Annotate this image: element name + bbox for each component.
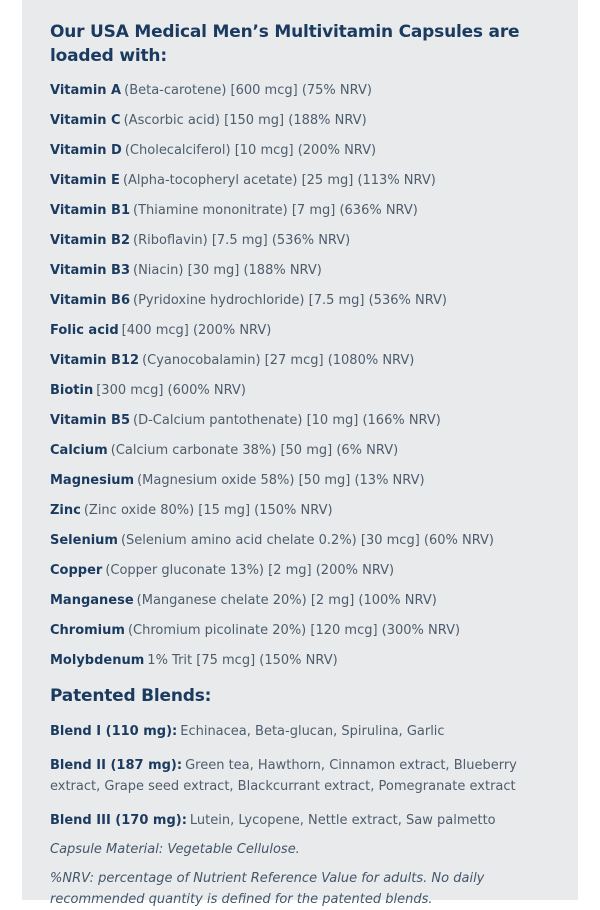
ingredient-name: Vitamin B12 (50, 353, 140, 368)
ingredient-row: Vitamin B5 (D-Calcium pantothenate) [10 m… (50, 414, 552, 428)
ingredient-details: (Beta-carotene) [600 mcg] (75% NRV) (124, 83, 372, 98)
ingredient-details: (Thiamine mononitrate) [7 mg] (636% NRV) (133, 203, 418, 218)
ingredient-name: Vitamin B3 (50, 263, 131, 278)
ingredient-details: [400 mcg] (200% NRV) (121, 323, 272, 338)
ingredient-details: (D-Calcium pantothenate) [10 mg] (166% N… (133, 413, 441, 428)
ingredient-name: Calcium (50, 443, 108, 458)
ingredient-row: Vitamin B2 (Riboflavin) [7.5 mg] (536% NR… (50, 234, 552, 248)
blends-list: Blend I (110 mg): Echinacea, Beta-glucan,… (50, 721, 552, 831)
ingredient-details: (Manganese chelate 20%) [2 mg] (100% NRV… (136, 593, 437, 608)
ingredient-details: 1% Trit [75 mcg] (150% NRV) (147, 653, 338, 668)
ingredient-details: (Pyridoxine hydrochloride) [7.5 mg] (536… (133, 293, 447, 308)
ingredient-row: Folic acid [400 mcg] (200% NRV) (50, 324, 552, 338)
ingredient-name: Manganese (50, 593, 134, 608)
ingredient-details: (Copper gluconate 13%) [2 mg] (200% NRV) (105, 563, 395, 578)
ingredient-name: Vitamin C (50, 113, 121, 128)
ingredient-row: Vitamin E (Alpha-tocopheryl acetate) [25 … (50, 174, 552, 188)
ingredient-name: Magnesium (50, 473, 135, 488)
ingredient-row: Manganese (Manganese chelate 20%) [2 mg] … (50, 594, 552, 608)
ingredient-details: (Ascorbic acid) [150 mg] (188% NRV) (123, 113, 367, 128)
blend-details: Lutein, Lycopene, Nettle extract, Saw pa… (189, 813, 496, 828)
ingredient-details: [300 mcg] (600% NRV) (96, 383, 246, 398)
ingredient-name: Biotin (50, 383, 94, 398)
ingredient-name: Molybdenum (50, 653, 145, 668)
ingredient-details: (Chromium picolinate 20%) [120 mcg] (300… (127, 623, 461, 638)
ingredient-details: (Alpha-tocopheryl acetate) [25 mg] (113%… (122, 173, 436, 188)
ingredient-details: (Selenium amino acid chelate 0.2%) [30 m… (120, 533, 495, 548)
ingredient-row: Vitamin B6 (Pyridoxine hydrochloride) [7.… (50, 294, 552, 308)
ingredient-row: Vitamin A (Beta-carotene) [600 mcg] (75% … (50, 84, 552, 98)
ingredient-row: Vitamin B1 (Thiamine mononitrate) [7 mg] … (50, 204, 552, 218)
ingredient-name: Vitamin A (50, 83, 122, 98)
ingredient-name: Vitamin B2 (50, 233, 131, 248)
ingredient-name: Vitamin B5 (50, 413, 131, 428)
patented-blends-heading: Patented Blends: (50, 686, 212, 706)
blend-name: Blend I (110 mg): (50, 724, 178, 739)
blend-row: Blend III (170 mg): Lutein, Lycopene, Net… (50, 810, 552, 831)
ingredient-row: Copper (Copper gluconate 13%) [2 mg] (200… (50, 564, 552, 578)
ingredient-row: Vitamin D (Cholecalciferol) [10 mcg] (200… (50, 144, 552, 158)
ingredient-row: Biotin [300 mcg] (600% NRV) (50, 384, 552, 398)
ingredient-name: Vitamin E (50, 173, 120, 188)
ingredient-name: Copper (50, 563, 103, 578)
capsule-material-note: Capsule Material: Vegetable Cellulose. (50, 842, 300, 857)
ingredient-row: Vitamin C (Ascorbic acid) [150 mg] (188% … (50, 114, 552, 128)
ingredient-details: (Magnesium oxide 58%) [50 mg] (13% NRV) (137, 473, 425, 488)
ingredient-row: Calcium (Calcium carbonate 38%) [50 mg] (… (50, 444, 552, 458)
ingredient-row: Chromium (Chromium picolinate 20%) [120 m… (50, 624, 552, 638)
blend-row: Blend II (187 mg): Green tea, Hawthorn, C… (50, 755, 552, 797)
nrv-disclaimer-note: %NRV: percentage of Nutrient Reference V… (50, 871, 485, 907)
ingredient-details: (Calcium carbonate 38%) [50 mg] (6% NRV) (110, 443, 399, 458)
ingredient-name: Selenium (50, 533, 118, 548)
intro-title: Our USA Medical Men’s Multivitamin Capsu… (50, 22, 520, 66)
ingredient-row: Magnesium (Magnesium oxide 58%) [50 mg] (… (50, 474, 552, 488)
blend-name: Blend II (187 mg): (50, 758, 183, 773)
blend-details: Green tea, Hawthorn, Cinnamon extract, B… (50, 758, 517, 794)
ingredient-details: (Riboflavin) [7.5 mg] (536% NRV) (133, 233, 351, 248)
ingredient-details: (Zinc oxide 80%) [15 mg] (150% NRV) (83, 503, 333, 518)
ingredient-row: Vitamin B3 (Niacin) [30 mg] (188% NRV) (50, 264, 552, 278)
ingredient-details: (Niacin) [30 mg] (188% NRV) (133, 263, 322, 278)
ingredients-panel: Our USA Medical Men’s Multivitamin Capsu… (22, 0, 578, 907)
blend-details: Echinacea, Beta-glucan, Spirulina, Garli… (180, 724, 445, 739)
blend-row: Blend I (110 mg): Echinacea, Beta-glucan,… (50, 721, 552, 742)
ingredient-row: Vitamin B12 (Cyanocobalamin) [27 mcg] (10… (50, 354, 552, 368)
ingredient-name: Vitamin D (50, 143, 122, 158)
ingredient-name: Zinc (50, 503, 81, 518)
blend-name: Blend III (170 mg): (50, 813, 187, 828)
ingredient-name: Folic acid (50, 323, 119, 338)
ingredients-list: Vitamin A (Beta-carotene) [600 mcg] (75% … (50, 84, 552, 668)
ingredient-name: Vitamin B1 (50, 203, 131, 218)
ingredient-name: Chromium (50, 623, 125, 638)
ingredient-details: (Cholecalciferol) [10 mcg] (200% NRV) (124, 143, 377, 158)
ingredient-row: Molybdenum 1% Trit [75 mcg] (150% NRV) (50, 654, 552, 668)
ingredient-row: Selenium (Selenium amino acid chelate 0.2… (50, 534, 552, 548)
ingredient-row: Zinc (Zinc oxide 80%) [15 mg] (150% NRV) (50, 504, 552, 518)
ingredient-name: Vitamin B6 (50, 293, 131, 308)
ingredient-details: (Cyanocobalamin) [27 mcg] (1080% NRV) (142, 353, 415, 368)
